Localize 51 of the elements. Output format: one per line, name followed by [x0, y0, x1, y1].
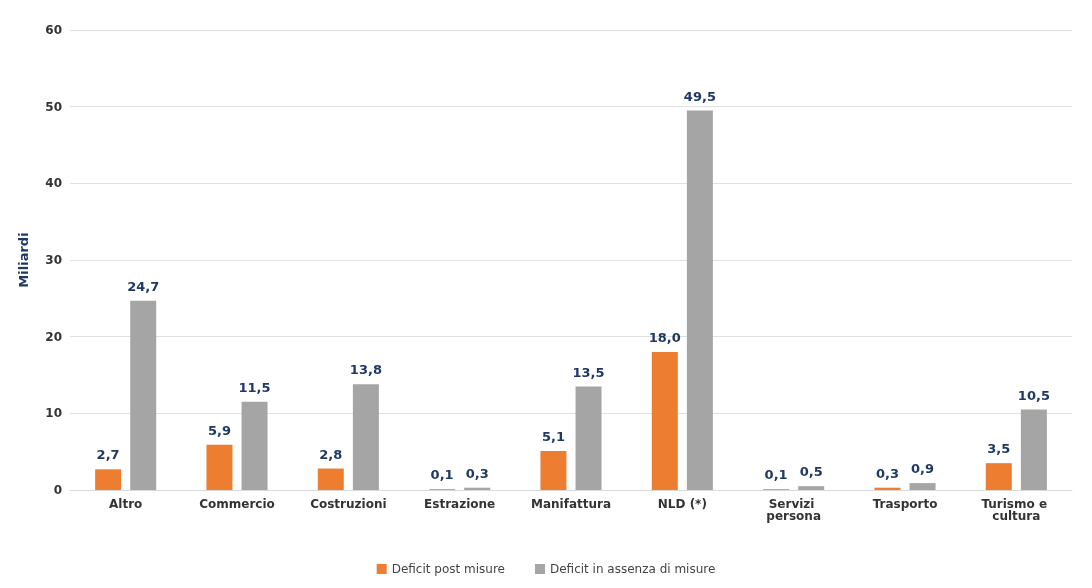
data-label: 0,3 — [875, 465, 899, 481]
data-label: 13,8 — [349, 362, 382, 378]
bar — [686, 110, 713, 490]
data-label: 5,1 — [541, 428, 565, 444]
x-tick-label: Commercio — [199, 497, 275, 511]
data-label: 11,5 — [238, 379, 271, 395]
data-label: 0,3 — [465, 465, 489, 481]
y-tick-label: 10 — [45, 406, 62, 421]
bar — [651, 352, 678, 490]
y-tick-label: 40 — [45, 176, 62, 191]
x-tick-label: Manifattura — [530, 497, 612, 511]
legend-label: Deficit post misure — [391, 562, 505, 576]
bar — [575, 386, 602, 490]
y-tick-label: 50 — [45, 99, 62, 114]
bar — [985, 463, 1012, 490]
bar — [909, 483, 936, 490]
bar — [352, 384, 379, 490]
y-axis-title: Miliardi — [16, 232, 31, 288]
data-label: 0,9 — [911, 461, 935, 477]
y-tick-label: 20 — [45, 329, 62, 344]
data-label: 24,7 — [127, 278, 160, 294]
x-tick-label: Servizi persona — [766, 497, 822, 523]
x-tick-label: NLD (*) — [657, 497, 707, 511]
y-tick-label: 30 — [45, 253, 62, 267]
bar — [206, 444, 233, 490]
data-label: 18,0 — [648, 330, 681, 345]
data-label: 2,7 — [96, 447, 120, 463]
data-label: 3,5 — [987, 441, 1011, 457]
data-label: 5,9 — [207, 422, 231, 438]
x-tick-label: Costruzioni — [310, 497, 387, 511]
data-label: 10,5 — [1017, 387, 1050, 403]
x-tick-label: Estrazione — [424, 497, 496, 511]
data-label: 49,5 — [683, 88, 716, 104]
data-label: 0,1 — [764, 467, 788, 483]
bar — [540, 450, 567, 490]
legend-label: Deficit in assenza di misure — [549, 562, 716, 576]
data-label: 0,1 — [430, 467, 454, 483]
bar — [95, 469, 122, 490]
y-tick-label: 0 — [53, 483, 62, 497]
bar — [241, 401, 268, 490]
bar — [798, 486, 825, 490]
x-tick-label: Turismo e cultura — [981, 497, 1052, 523]
data-label: 0,5 — [799, 464, 823, 480]
bar — [130, 300, 157, 490]
bar — [317, 468, 344, 490]
data-label: 2,8 — [319, 446, 343, 462]
bar — [1020, 409, 1047, 490]
y-tick-label: 60 — [45, 23, 62, 37]
x-tick-label: Trasporto — [872, 497, 938, 511]
x-tick-label: Altro — [109, 497, 143, 511]
data-label: 13,5 — [572, 364, 605, 380]
